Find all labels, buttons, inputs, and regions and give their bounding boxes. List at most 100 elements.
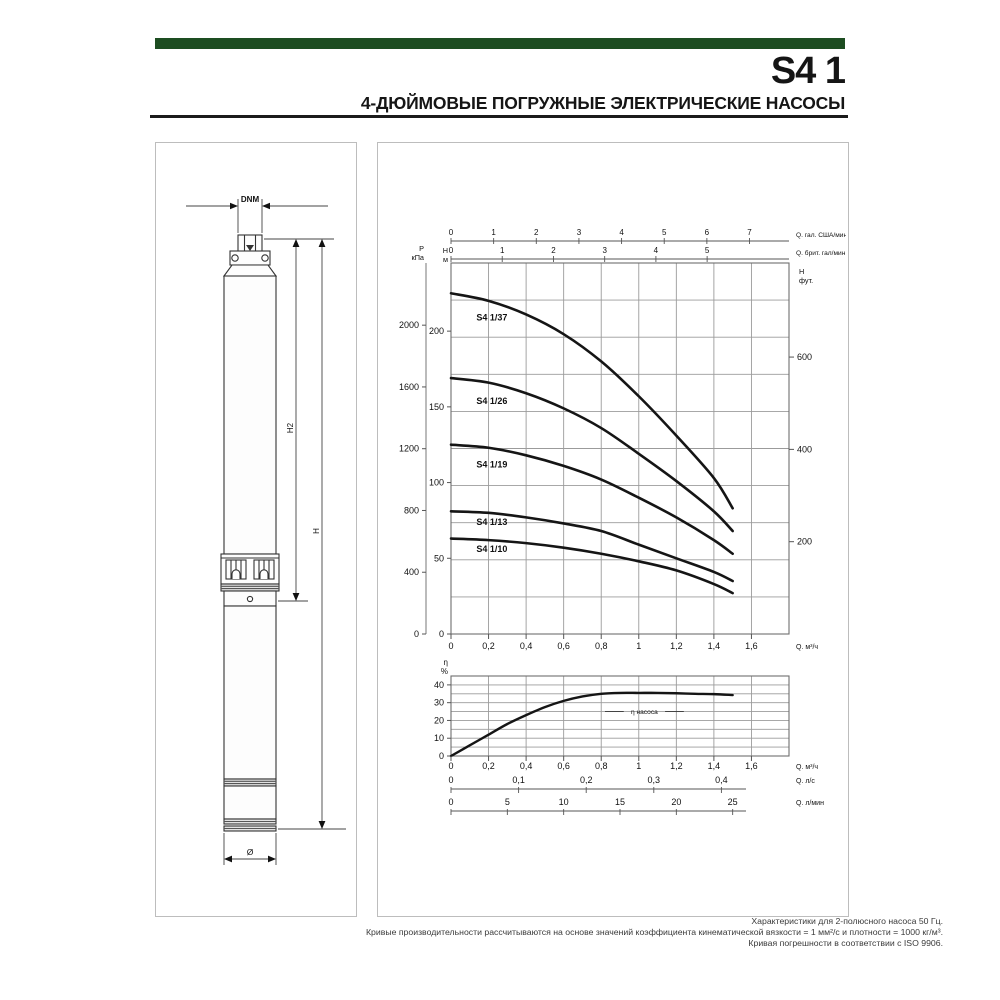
axis-q-m3h: 0 0,2 0,4 0,6 0,8 1 1,2 1,4 1,6 Q. м³/ч (448, 634, 818, 651)
svg-text:200: 200 (797, 537, 812, 547)
svg-text:2000: 2000 (399, 320, 419, 330)
svg-text:S4 1/26: S4 1/26 (476, 396, 507, 406)
svg-text:S4 1/37: S4 1/37 (476, 313, 507, 323)
svg-text:2: 2 (534, 228, 539, 237)
curve-s4-1-37 (449, 291, 734, 510)
svg-text:0,1: 0,1 (512, 775, 525, 785)
svg-text:200: 200 (429, 326, 444, 336)
svg-text:400: 400 (797, 444, 812, 454)
pump-outline (220, 234, 280, 832)
svg-text:S4 1/19: S4 1/19 (476, 459, 507, 469)
svg-text:0,2: 0,2 (482, 641, 495, 651)
axis-h-m: 0 50 100 150 200 Hм (429, 246, 451, 639)
curve-eta-nasosa (449, 691, 734, 758)
svg-text:40: 40 (434, 680, 444, 690)
svg-text:1,2: 1,2 (670, 761, 683, 771)
diameter-dimension (223, 833, 277, 865)
curve-s4-1-10 (449, 537, 734, 595)
svg-text:0: 0 (449, 246, 454, 255)
svg-text:150: 150 (429, 402, 444, 412)
svg-text:5: 5 (705, 246, 710, 255)
curve-s4-1-19 (449, 443, 734, 556)
head-curves: S4 1/37 S4 1/26 S4 1/19 S4 1/13 S4 1/10 (449, 291, 734, 595)
svg-text:Q. брит. гал/мин: Q. брит. гал/мин (796, 249, 846, 257)
svg-text:4: 4 (654, 246, 659, 255)
curve-s4-1-13 (449, 510, 734, 583)
svg-text:1,6: 1,6 (745, 641, 758, 651)
svg-text:1600: 1600 (399, 382, 419, 392)
svg-text:Q. м³/ч: Q. м³/ч (796, 764, 818, 771)
svg-text:%: % (441, 667, 448, 676)
svg-text:Q. л/мин: Q. л/мин (796, 800, 824, 807)
h2-label: H2 (286, 422, 295, 433)
svg-text:0: 0 (414, 629, 419, 639)
svg-text:1: 1 (500, 246, 505, 255)
svg-text:1,2: 1,2 (670, 641, 683, 651)
h2-dimension (264, 238, 334, 602)
svg-text:4: 4 (619, 228, 624, 237)
svg-text:1,4: 1,4 (708, 641, 721, 651)
svg-text:0: 0 (449, 228, 454, 237)
svg-text:30: 30 (434, 698, 444, 708)
scale-q-l-min: 0 5 10 15 20 25 Q. л/мин (448, 797, 824, 815)
svg-text:10: 10 (434, 733, 444, 743)
svg-text:15: 15 (615, 797, 625, 807)
footer-note: Характеристики для 2-полюсного насоса 50… (751, 916, 943, 926)
svg-text:0: 0 (448, 775, 453, 785)
svg-text:кПа: кПа (412, 253, 425, 262)
svg-text:0,4: 0,4 (715, 775, 728, 785)
svg-text:0,8: 0,8 (595, 641, 608, 651)
svg-text:5: 5 (662, 228, 667, 237)
svg-text:1,4: 1,4 (708, 761, 721, 771)
svg-text:7: 7 (747, 228, 752, 237)
top-scale-us-gal: 0 1 2 3 4 5 6 7 Q. гал. США/мин (449, 228, 846, 244)
eff-chart-grid (450, 675, 790, 757)
svg-text:0,8: 0,8 (595, 761, 608, 771)
footer-note: Кривая погрешности в соответствии с ISO … (748, 938, 943, 948)
svg-text:20: 20 (434, 715, 444, 725)
axis-eta-percent: 0 10 20 30 40 η% (434, 658, 451, 761)
svg-text:Q. гал. США/мин: Q. гал. США/мин (796, 232, 846, 239)
svg-text:0: 0 (448, 797, 453, 807)
svg-text:0: 0 (448, 641, 453, 651)
pump-drawing-panel: DNM (155, 142, 357, 917)
svg-text:фут.: фут. (799, 276, 813, 285)
dnm-dimension (186, 199, 328, 233)
svg-text:1: 1 (636, 761, 641, 771)
svg-text:H: H (443, 246, 448, 255)
svg-text:S4 1/13: S4 1/13 (476, 517, 507, 527)
h-dimension (278, 239, 346, 830)
svg-text:P: P (419, 244, 424, 253)
eff-axis-q-m3h: 0 0,2 0,4 0,6 0,8 1 1,2 1,4 1,6 Q. м³/ч (448, 756, 818, 771)
svg-text:3: 3 (577, 228, 582, 237)
top-scale-imp-gal: 0 1 2 3 4 5 Q. брит. гал/мин (449, 246, 846, 262)
svg-text:50: 50 (434, 553, 444, 563)
svg-text:1: 1 (636, 641, 641, 651)
footer-note: Кривые производительности рассчитываются… (366, 927, 943, 937)
svg-text:5: 5 (505, 797, 510, 807)
footer-notes: Характеристики для 2-полюсного насоса 50… (366, 916, 943, 949)
svg-text:0,3: 0,3 (648, 775, 661, 785)
page-title: S4 1 (770, 50, 846, 92)
brand-accent-bar (155, 38, 845, 49)
svg-text:0: 0 (439, 751, 444, 761)
svg-text:Q. л/с: Q. л/с (796, 778, 815, 785)
svg-text:1,6: 1,6 (745, 761, 758, 771)
scale-q-l-s: 0 0,1 0,2 0,3 0,4 Q. л/с (448, 775, 815, 793)
svg-text:3: 3 (602, 246, 607, 255)
svg-text:0,6: 0,6 (557, 761, 570, 771)
curve-s4-1-26 (449, 376, 734, 533)
svg-text:20: 20 (671, 797, 681, 807)
svg-text:H: H (799, 267, 804, 276)
eff-curve: η насоса (449, 691, 734, 758)
svg-text:Q. м³/ч: Q. м³/ч (796, 644, 818, 651)
svg-text:600: 600 (797, 352, 812, 362)
svg-text:2: 2 (551, 246, 556, 255)
page-subtitle: 4-ДЮЙМОВЫЕ ПОГРУЖНЫЕ ЭЛЕКТРИЧЕСКИЕ НАСОС… (360, 93, 845, 113)
charts-panel: 0 1 2 3 4 5 6 7 Q. гал. США/мин 0 1 2 3 4 5 Q. брит. га… (377, 142, 849, 917)
svg-text:η: η (444, 658, 448, 667)
